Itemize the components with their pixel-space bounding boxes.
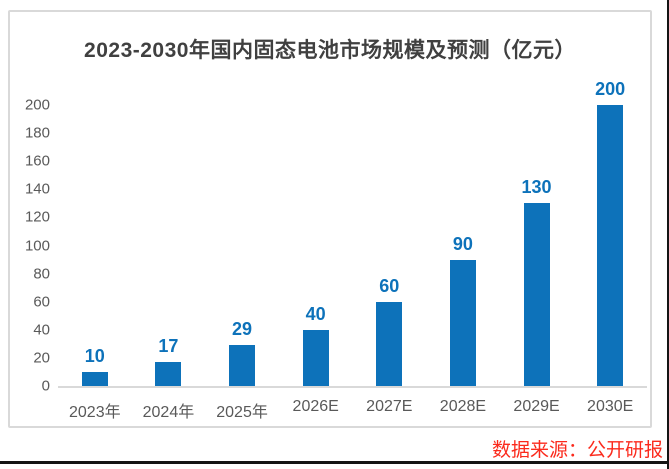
x-axis-tick-label: 2024年 <box>142 404 195 421</box>
bar-value-label: 10 <box>84 345 105 366</box>
y-axis-tick-label: 0 <box>41 377 50 395</box>
x-axis-tick-label: 2029E <box>513 398 560 415</box>
bar-slot: 40 <box>279 12 353 386</box>
y-axis-tick-label: 180 <box>24 124 50 142</box>
bar-chart-plot: 0 20 40 60 80 100 120 140 160 180 200 10 2023年 17 2024… <box>10 12 650 426</box>
bar-slot: 10 <box>58 12 132 386</box>
bar <box>449 259 476 386</box>
y-axis-tick-label: 160 <box>24 152 50 170</box>
x-axis-tick-label: 2025年 <box>216 404 268 421</box>
bar <box>376 301 403 386</box>
y-axis-tick-label: 200 <box>24 96 50 114</box>
y-axis-tick-label: 140 <box>24 180 50 198</box>
bar-slot: 17 <box>132 12 206 386</box>
y-axis-tick-label: 60 <box>33 293 50 311</box>
bar-value-label: 29 <box>232 319 253 340</box>
x-axis-line <box>58 386 647 388</box>
y-axis-tick-label: 20 <box>33 349 50 367</box>
x-axis-tick-label: 2030E <box>587 398 634 415</box>
bar-value-label: 90 <box>452 233 473 254</box>
bar-value-label: 60 <box>379 275 400 296</box>
y-axis-tick-label: 120 <box>24 208 50 226</box>
chart-title: 2023-2030年国内固态电池市场规模及预测（亿元） <box>84 39 576 62</box>
bar-value-label: 200 <box>595 79 626 99</box>
bar-value-label: 130 <box>521 177 552 198</box>
bar-value-label: 40 <box>305 303 326 324</box>
x-axis-tick-label: 2026E <box>292 398 339 415</box>
bar-slot: 29 <box>205 12 279 386</box>
x-axis-tick-label: 2023年 <box>69 404 121 421</box>
x-axis-tick-label: 2028E <box>439 398 487 415</box>
bar <box>523 203 550 386</box>
bar-slot: 60 <box>353 12 427 386</box>
bar <box>229 345 256 386</box>
bar <box>302 329 329 386</box>
right-border-line <box>666 0 669 469</box>
bar-slot: 90 <box>426 12 500 386</box>
bottom-divider-line <box>0 461 669 464</box>
source-note: 数据来源：公开研报 <box>491 440 663 461</box>
bar <box>81 371 108 386</box>
bar-slot: 130 <box>500 12 574 386</box>
y-axis-tick-label: 40 <box>33 321 50 339</box>
chart-card: 2023-2030年国内固态电池市场规模及预测（亿元） 0 20 40 60 80 100… <box>8 10 652 428</box>
x-axis-tick-label: 2027E <box>366 398 413 415</box>
bar-slot: 200 <box>573 12 647 386</box>
bar <box>597 105 624 386</box>
bar-value-label: 17 <box>158 336 179 357</box>
y-axis-tick-label: 100 <box>24 237 50 254</box>
bar <box>155 362 182 386</box>
y-axis-tick-label: 80 <box>33 265 50 283</box>
